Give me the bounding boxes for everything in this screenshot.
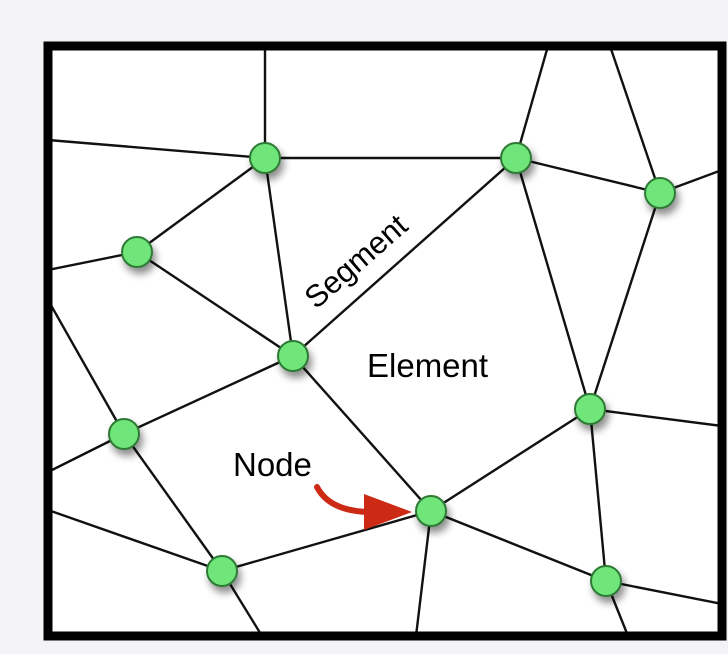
- curved-arrow-icon: [314, 484, 412, 530]
- mesh-segment: [48, 508, 223, 573]
- node-icon: [121, 236, 153, 268]
- node-icon: [206, 555, 238, 587]
- node-icon: [500, 142, 532, 174]
- node-icon: [249, 142, 281, 174]
- segment-edge: [292, 157, 517, 357]
- mesh-segment: [221, 509, 432, 573]
- mesh-segment: [136, 157, 266, 253]
- domain-border: [43, 41, 727, 641]
- node-icon: [590, 565, 622, 597]
- mesh-segment: [263, 157, 295, 357]
- node-icon: [644, 177, 676, 209]
- mesh-segment: [605, 579, 722, 606]
- mesh-segment: [136, 251, 294, 357]
- canvas-background: [48, 46, 722, 636]
- mesh-nodes: [108, 142, 676, 597]
- node-icon: [415, 495, 447, 527]
- mesh-segment: [414, 510, 433, 636]
- mesh-segment: [588, 408, 608, 582]
- mesh-segment: [514, 157, 592, 410]
- mesh-segment: [430, 407, 591, 513]
- mesh-segment: [515, 156, 661, 195]
- node-icon: [277, 340, 309, 372]
- node-icon: [108, 418, 140, 450]
- mesh-segment: [514, 46, 550, 159]
- mesh-segment: [123, 354, 294, 436]
- element-label: Element: [367, 347, 488, 384]
- mesh-segment: [588, 192, 662, 410]
- node-icon: [574, 393, 606, 425]
- mesh-segment: [608, 46, 662, 194]
- mesh-segment: [48, 299, 126, 435]
- mesh-edges: [48, 46, 722, 636]
- mesh-segment: [430, 509, 607, 583]
- mesh-segment: [123, 433, 223, 572]
- mesh-segment: [48, 138, 266, 160]
- node-label: Node: [233, 446, 312, 483]
- mesh-segment: [589, 407, 722, 428]
- mesh-segment: [292, 355, 432, 512]
